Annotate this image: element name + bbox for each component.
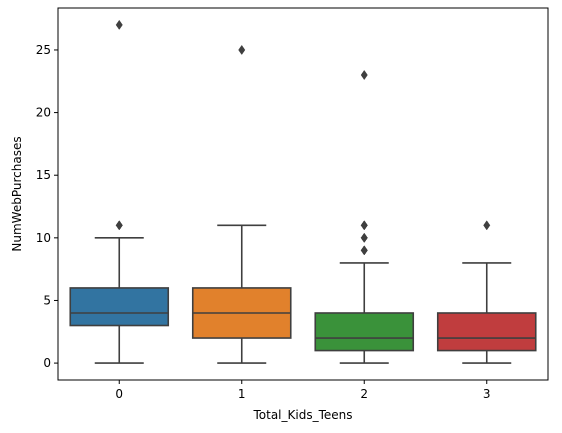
outlier-point: [360, 69, 368, 81]
outlier-point: [360, 232, 368, 243]
y-axis: 0 5 10 15 20 25: [36, 43, 58, 370]
x-tick-label: 2: [360, 387, 368, 401]
iqr-box: [314, 312, 415, 352]
boxes-group: [69, 19, 537, 364]
iqr-box: [436, 312, 537, 352]
y-tick-label: 25: [36, 43, 51, 57]
y-tick-label: 20: [36, 106, 51, 120]
y-tick-label: 10: [36, 231, 51, 245]
outlier-point: [483, 220, 491, 231]
outlier-point: [115, 19, 123, 30]
box-0: [69, 19, 170, 364]
box-1: [191, 44, 292, 364]
x-tick-label: 3: [483, 387, 491, 401]
box-3: [436, 220, 537, 364]
y-axis-label: NumWebPurchases: [10, 136, 24, 251]
outlier-point: [360, 245, 368, 256]
y-tick-label: 5: [43, 293, 51, 307]
y-tick-label: 15: [36, 168, 51, 182]
plot-area-frame: [57, 7, 549, 381]
outlier-point: [360, 220, 368, 231]
iqr-box: [69, 287, 170, 327]
x-tick-label: 0: [115, 387, 123, 401]
x-axis-label: Total_Kids_Teens: [252, 408, 352, 422]
y-tick-label: 0: [43, 356, 51, 370]
outlier-point: [238, 44, 246, 55]
outlier-point: [115, 220, 123, 231]
box-2: [314, 69, 415, 364]
x-axis: 0 1 2 3: [115, 380, 491, 401]
x-tick-label: 1: [238, 387, 246, 401]
